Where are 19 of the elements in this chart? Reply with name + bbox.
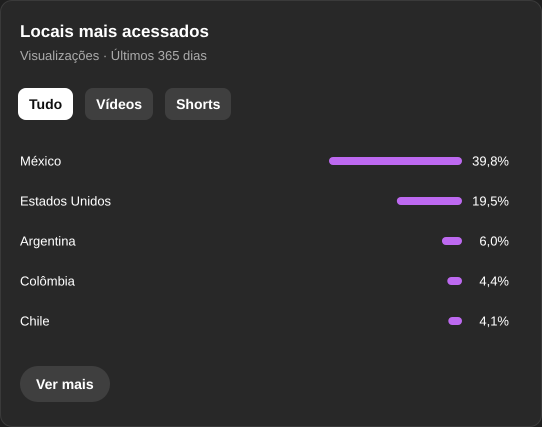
text: Locais mais acessados bbox=[20, 22, 210, 42]
data-label: 4,1% bbox=[479, 314, 510, 329]
tab-button[interactable]: Tudo bbox=[18, 88, 74, 120]
text: Visualizações · Últimos 365 dias bbox=[20, 48, 207, 63]
y-tick-label: Estados Unidos bbox=[20, 194, 112, 209]
tab-button[interactable]: Vídeos bbox=[85, 88, 154, 120]
bar bbox=[329, 157, 462, 165]
y-tick-label: Colômbia bbox=[20, 274, 76, 289]
y-tick-label: Argentina bbox=[20, 234, 76, 249]
data-label: 39,8% bbox=[472, 154, 510, 169]
button[interactable]: Ver mais bbox=[20, 366, 110, 402]
tab-button[interactable]: Shorts bbox=[165, 88, 232, 120]
y-tick-label: Chile bbox=[20, 314, 50, 329]
data-label: 19,5% bbox=[472, 194, 510, 209]
data-label: 4,4% bbox=[479, 274, 510, 289]
data-label: 6,0% bbox=[479, 234, 510, 249]
y-tick-label: México bbox=[20, 154, 62, 169]
bar bbox=[442, 237, 462, 245]
bar bbox=[396, 197, 462, 205]
